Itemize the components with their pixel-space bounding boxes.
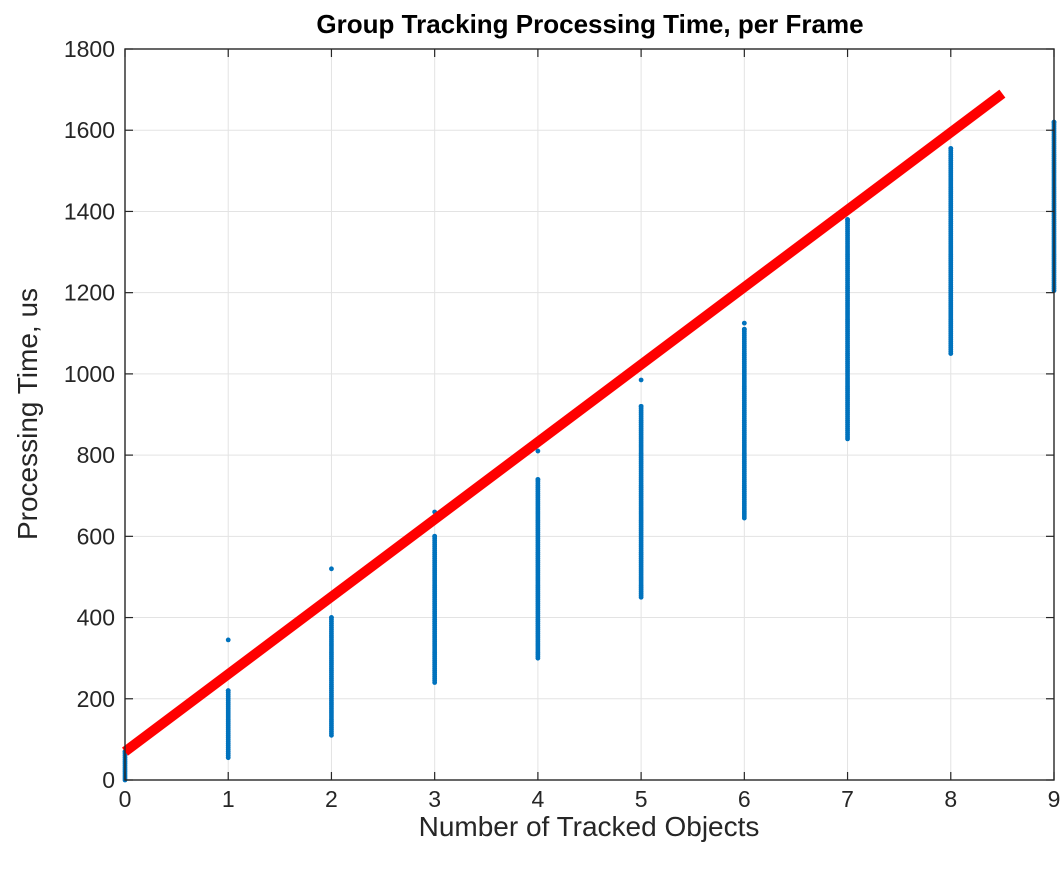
data-point	[329, 615, 334, 620]
data-point	[432, 533, 438, 539]
data-point	[225, 637, 231, 643]
data-point	[741, 320, 747, 326]
y-tick-label: 800	[77, 442, 115, 468]
x-axis-label: Number of Tracked Objects	[419, 811, 760, 842]
y-tick-label: 400	[77, 605, 115, 631]
data-point	[535, 448, 541, 454]
data-point	[638, 403, 644, 409]
data-point	[638, 377, 644, 383]
y-tick-label: 1000	[64, 361, 115, 387]
fit-line-group	[122, 89, 1006, 756]
x-tick-label: 3	[428, 786, 441, 812]
fit-line	[122, 89, 1006, 756]
data-point	[741, 326, 747, 332]
x-tick-label: 8	[944, 786, 957, 812]
y-tick-label: 1800	[64, 36, 115, 62]
y-tick-label: 1600	[64, 117, 115, 143]
data-point	[329, 566, 334, 572]
x-tick-label: 6	[738, 786, 751, 812]
x-tick-label: 5	[635, 786, 648, 812]
x-tick-label: 0	[119, 786, 132, 812]
x-tick-label: 4	[531, 786, 544, 812]
scatter-series	[122, 119, 1057, 783]
y-axis-label: Processing Time, us	[12, 288, 43, 540]
x-tick-label: 7	[841, 786, 854, 812]
y-tick-label: 600	[77, 523, 115, 549]
chart-title: Group Tracking Processing Time, per Fram…	[316, 9, 863, 39]
x-tick-label: 9	[1048, 786, 1061, 812]
y-axis: 0 200 400 600 800 1000 1200 1400 1600 1800	[64, 36, 1054, 793]
y-tick-label: 0	[102, 767, 115, 793]
data-point	[225, 688, 231, 694]
y-tick-label: 200	[77, 686, 115, 712]
y-tick-label: 1400	[64, 198, 115, 224]
data-point	[845, 217, 850, 222]
x-tick-label: 2	[325, 786, 338, 812]
x-tick-label: 1	[222, 786, 235, 812]
axes-box	[124, 48, 1055, 781]
x-axis: 0 1 2 3 4 5 6 7 8 9	[119, 49, 1061, 812]
data-point	[535, 477, 541, 482]
y-tick-label: 1200	[64, 280, 115, 306]
data-point	[948, 146, 954, 151]
